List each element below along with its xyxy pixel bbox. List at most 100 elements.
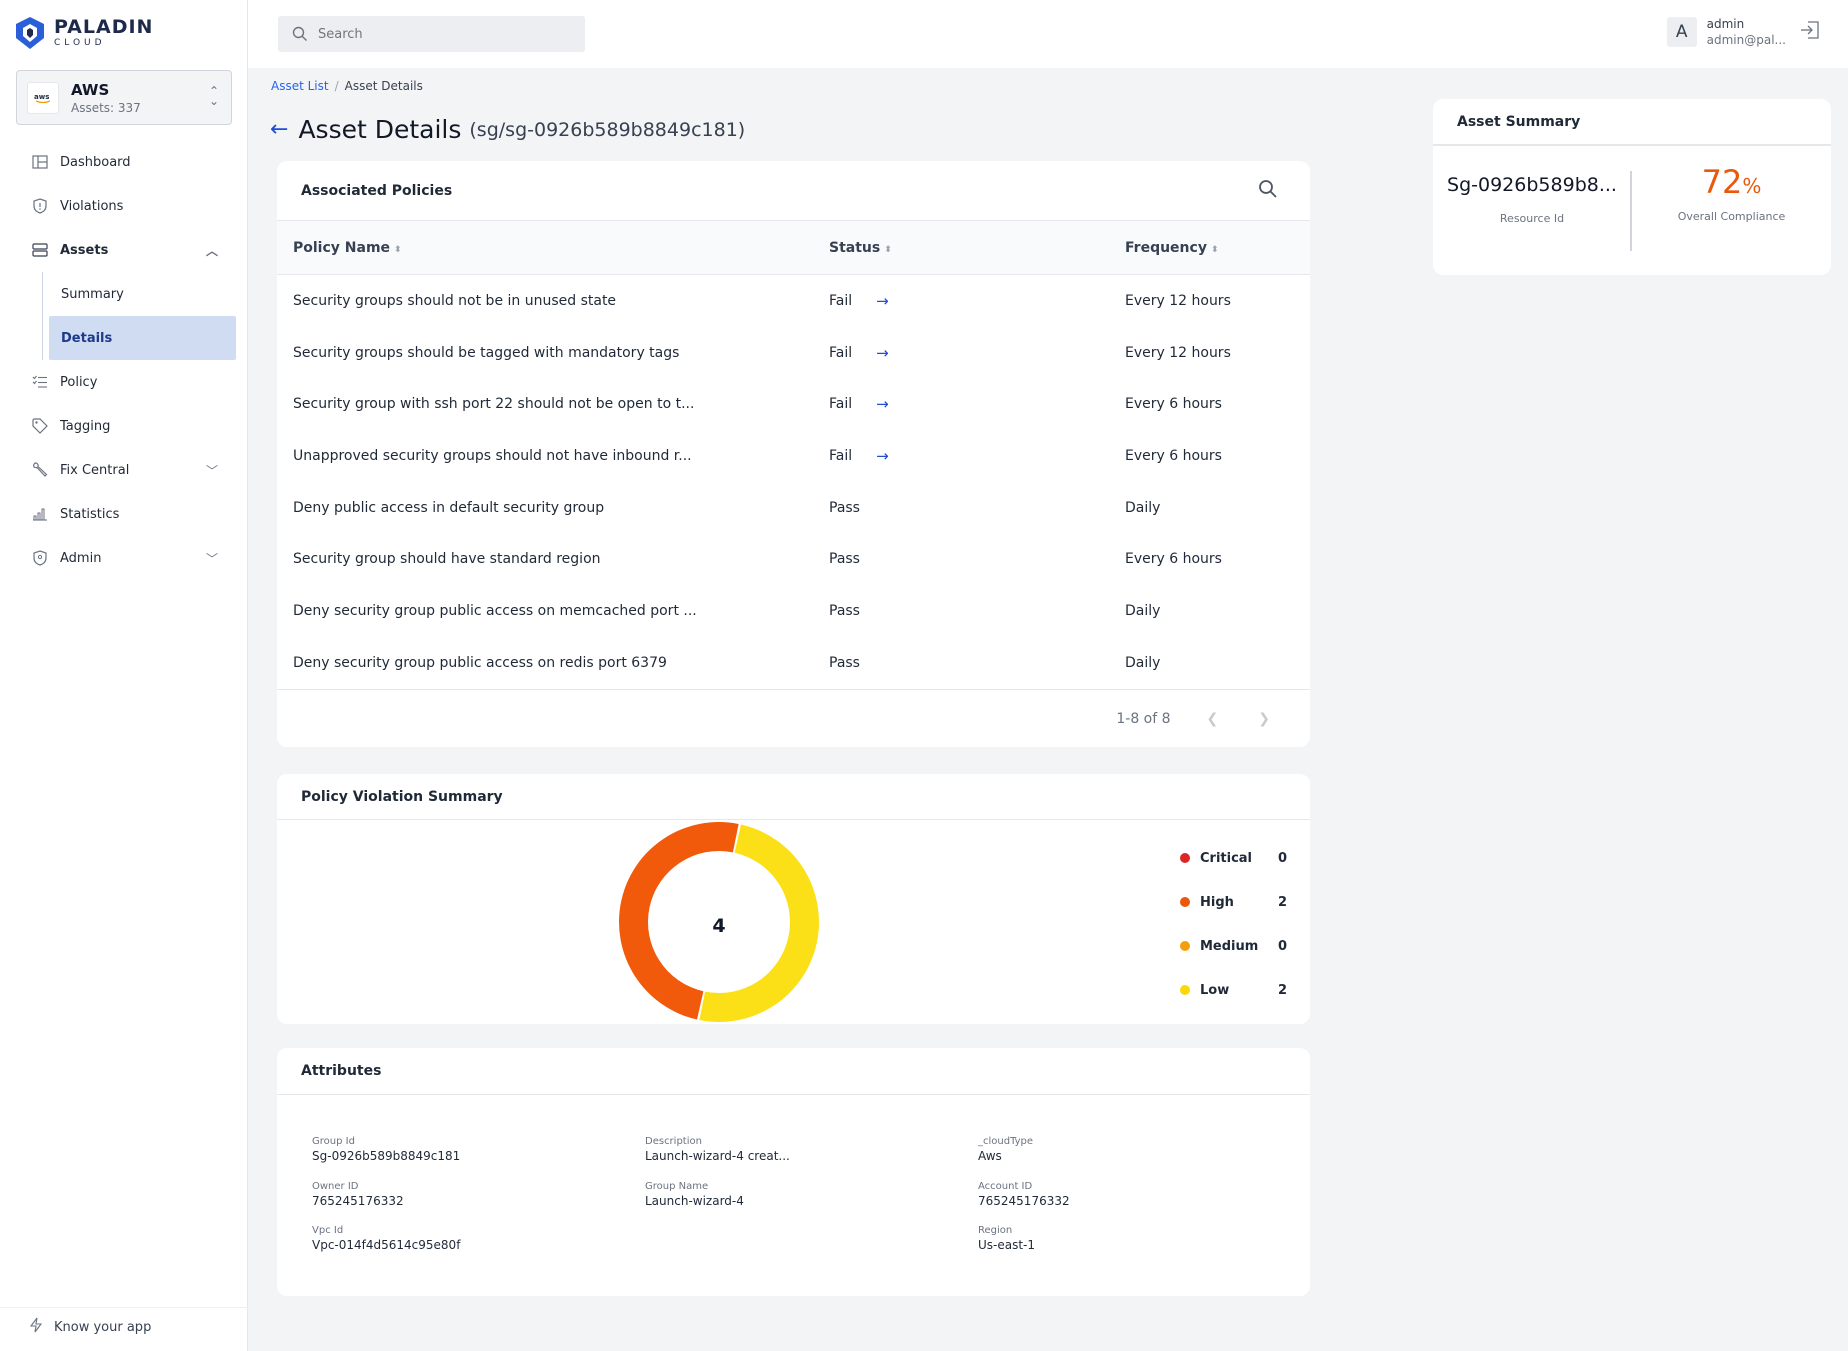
policy-status: Pass bbox=[829, 551, 860, 568]
attributes-header: Attributes bbox=[277, 1048, 1310, 1095]
checklist-icon bbox=[32, 374, 48, 390]
table-row[interactable]: Deny security group public access on red… bbox=[277, 637, 1310, 689]
policy-name[interactable]: Unapproved security groups should not ha… bbox=[293, 447, 692, 464]
column-header-policy-name[interactable]: Policy Name ⬍ bbox=[293, 240, 402, 256]
compliance-label: Overall Compliance bbox=[1677, 210, 1786, 223]
search-box[interactable] bbox=[278, 16, 585, 52]
attribute-label: Owner ID bbox=[312, 1181, 359, 1192]
policy-name[interactable]: Deny public access in default security g… bbox=[293, 499, 605, 516]
policy-name[interactable]: Security groups should not be in unused … bbox=[293, 292, 617, 309]
donut-slice-high[interactable] bbox=[619, 822, 739, 1020]
attribute-value: Sg-0926b589b8849c181 bbox=[312, 1149, 461, 1163]
nav-item-fix-central[interactable]: Fix Central ﹀ bbox=[0, 448, 248, 492]
attributes-card: Attributes Group Id Sg-0926b589b8849c181 … bbox=[277, 1048, 1310, 1296]
policy-name[interactable]: Security group with ssh port 22 should n… bbox=[293, 396, 695, 413]
arrow-right-icon[interactable]: → bbox=[876, 343, 889, 362]
sort-icon: ⬍ bbox=[884, 244, 892, 255]
table-row[interactable]: Security groups should be tagged with ma… bbox=[277, 327, 1310, 379]
attribute-group-id: Group Id Sg-0926b589b8849c181 bbox=[312, 1136, 460, 1163]
table-row[interactable]: Security group with ssh port 22 should n… bbox=[277, 378, 1310, 430]
chevron-right-icon[interactable]: ❯ bbox=[1258, 710, 1270, 727]
column-header-status[interactable]: Status ⬍ bbox=[829, 240, 892, 256]
legend-item-critical[interactable]: Critical 0 bbox=[1180, 836, 1287, 880]
brand-name: PALADIN bbox=[54, 16, 154, 38]
account-selector[interactable]: aws AWS Assets: 337 ⌃ ⌄ bbox=[16, 70, 232, 125]
table-row[interactable]: Unapproved security groups should not ha… bbox=[277, 430, 1310, 482]
attribute-label: Vpc Id bbox=[312, 1225, 344, 1236]
bar-chart-icon bbox=[32, 506, 48, 522]
search-icon[interactable] bbox=[1258, 179, 1278, 203]
submenu-divider bbox=[42, 272, 43, 360]
table-row[interactable]: Security group should have standard regi… bbox=[277, 533, 1310, 585]
table-row[interactable]: Deny public access in default security g… bbox=[277, 482, 1310, 534]
sidebar: PALADIN CLOUD aws AWS Assets: 337 ⌃ ⌄ Das… bbox=[0, 0, 248, 1351]
search-input[interactable] bbox=[318, 26, 568, 42]
policy-frequency: Every 6 hours bbox=[1125, 447, 1222, 464]
table-pagination: 1-8 of 8 ❮ ❯ bbox=[277, 689, 1310, 747]
legend-value: 0 bbox=[1278, 938, 1288, 954]
policy-status: Pass bbox=[829, 602, 860, 619]
nav-item-assets[interactable]: Assets ︿ bbox=[0, 228, 248, 272]
attribute-value: Launch-wizard-4 creat... bbox=[645, 1149, 790, 1163]
logout-icon[interactable] bbox=[1800, 21, 1820, 43]
nav-item-admin[interactable]: Admin ﹀ bbox=[0, 536, 248, 580]
breadcrumb-asset-list[interactable]: Asset List bbox=[271, 79, 329, 93]
breadcrumb-separator: / bbox=[334, 79, 339, 93]
avatar[interactable]: A bbox=[1666, 17, 1697, 48]
nav-item-violations[interactable]: Violations bbox=[0, 184, 248, 228]
violation-donut-chart: 4 bbox=[619, 822, 819, 1022]
nav-item-dashboard[interactable]: Dashboard bbox=[0, 140, 248, 184]
attribute-value: Us-east-1 bbox=[978, 1238, 1036, 1252]
search-icon bbox=[292, 26, 307, 41]
paladin-logo[interactable]: PALADIN CLOUD bbox=[14, 16, 153, 50]
policy-name[interactable]: Deny security group public access on red… bbox=[293, 654, 667, 671]
policy-violation-summary-header: Policy Violation Summary bbox=[277, 774, 1310, 820]
compliance-value: 72% bbox=[1632, 166, 1831, 198]
policy-status: Pass bbox=[829, 499, 860, 516]
policy-status: Fail → bbox=[829, 447, 889, 465]
arrow-right-icon[interactable]: → bbox=[876, 446, 889, 465]
legend-dot-medium bbox=[1180, 941, 1190, 951]
associated-policies-card: Associated Policies Policy Name ⬍ Status ⬍… bbox=[277, 161, 1310, 747]
know-your-app-link[interactable]: Know your app bbox=[29, 1317, 151, 1337]
table-row[interactable]: Deny security group public access on mem… bbox=[277, 585, 1310, 637]
main-nav: Dashboard Violations Assets ︿ Summary De… bbox=[0, 140, 248, 580]
policy-status: Fail → bbox=[829, 344, 889, 362]
chevron-left-icon[interactable]: ❮ bbox=[1206, 710, 1219, 727]
policy-name[interactable]: Security group should have standard regi… bbox=[293, 551, 601, 568]
attribute-label: Region bbox=[978, 1225, 1013, 1236]
column-label: Status bbox=[829, 239, 881, 256]
policy-name[interactable]: Deny security group public access on mem… bbox=[293, 602, 697, 619]
nav-item-tagging[interactable]: Tagging bbox=[0, 404, 248, 448]
nav-label-dashboard: Dashboard bbox=[60, 154, 131, 170]
donut-slice-low[interactable] bbox=[699, 824, 819, 1022]
assets-submenu: Summary Details bbox=[0, 272, 248, 360]
tag-icon bbox=[32, 418, 48, 434]
attribute-value: 765245176332 bbox=[312, 1194, 404, 1208]
chevron-updown-icon: ⌃ ⌄ bbox=[208, 84, 219, 108]
legend-label: High bbox=[1200, 894, 1234, 910]
policy-frequency: Every 6 hours bbox=[1125, 396, 1222, 413]
legend-item-medium[interactable]: Medium 0 bbox=[1180, 924, 1287, 968]
back-arrow-icon[interactable]: ← bbox=[270, 117, 289, 142]
dashboard-icon bbox=[32, 154, 48, 170]
column-header-frequency[interactable]: Frequency ⬍ bbox=[1125, 240, 1219, 256]
nav-label-fix-central: Fix Central bbox=[60, 462, 130, 478]
arrow-right-icon[interactable]: → bbox=[876, 395, 889, 414]
compliance-block: 72% Overall Compliance bbox=[1632, 166, 1831, 223]
legend-item-high[interactable]: High 2 bbox=[1180, 880, 1287, 924]
nav-item-policy[interactable]: Policy bbox=[0, 360, 248, 404]
nav-item-summary[interactable]: Summary bbox=[61, 286, 124, 302]
table-body: Security groups should not be in unused … bbox=[277, 275, 1310, 689]
nav-item-details[interactable]: Details bbox=[49, 316, 236, 360]
arrow-right-icon[interactable]: → bbox=[876, 291, 889, 310]
asset-summary-card: Asset Summary Sg-0926b589b8... Resource … bbox=[1433, 99, 1831, 275]
policy-name[interactable]: Security groups should be tagged with ma… bbox=[293, 344, 680, 361]
user-menu[interactable]: A admin admin@pal... bbox=[1666, 16, 1820, 48]
legend-item-low[interactable]: Low 2 bbox=[1180, 968, 1287, 1012]
nav-item-statistics[interactable]: Statistics bbox=[0, 492, 248, 536]
attribute-value: Launch-wizard-4 bbox=[645, 1194, 744, 1208]
top-bar: A admin admin@pal... bbox=[248, 0, 1848, 68]
table-row[interactable]: Security groups should not be in unused … bbox=[277, 275, 1310, 327]
nav-label-policy: Policy bbox=[60, 374, 98, 390]
